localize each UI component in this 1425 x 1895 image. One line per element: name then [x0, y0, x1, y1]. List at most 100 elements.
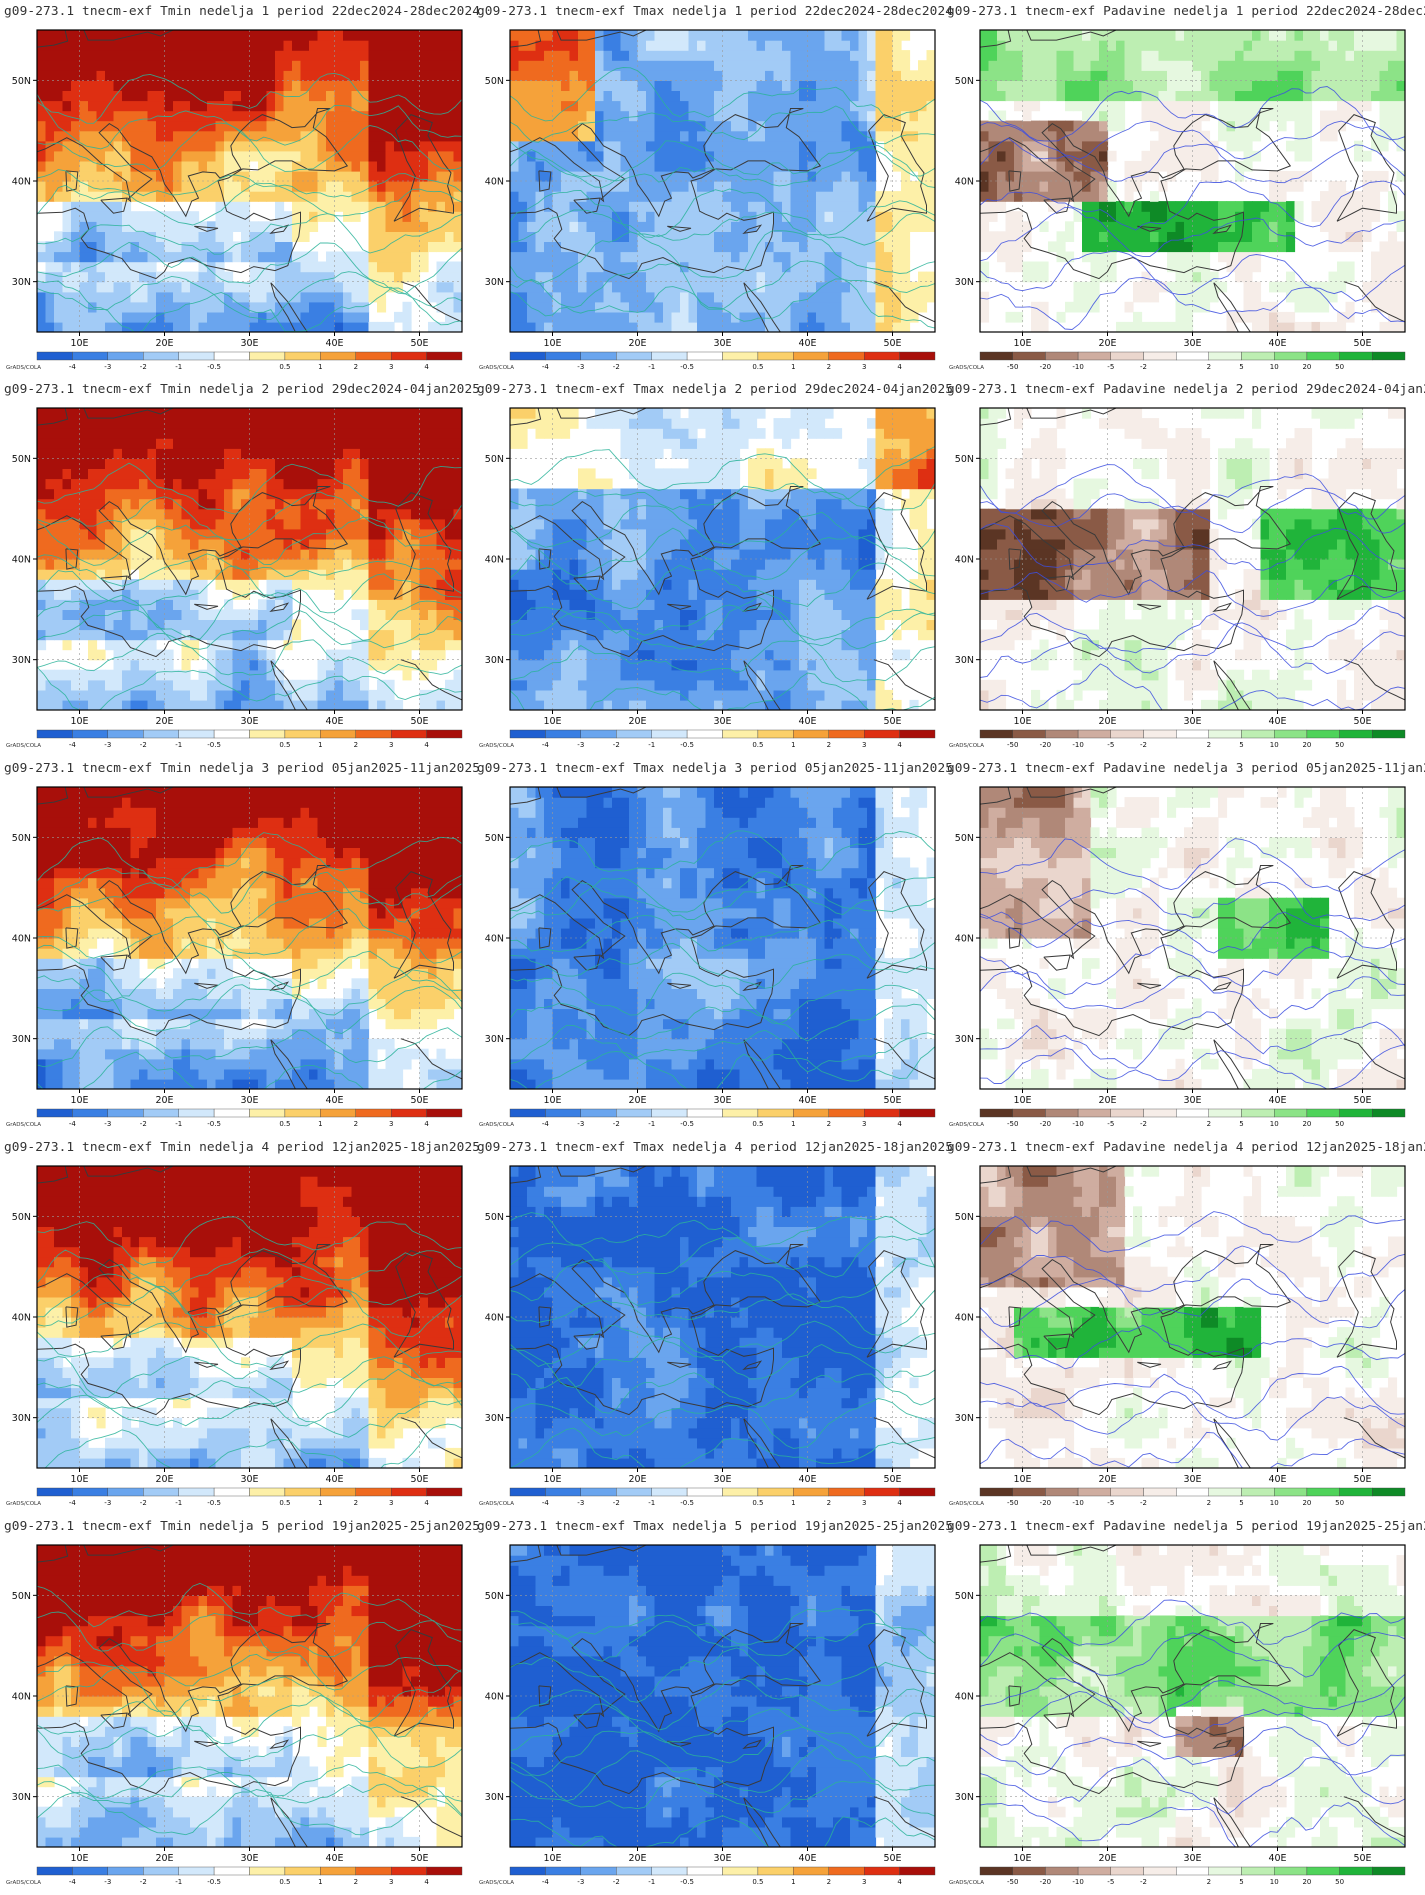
longitude-tick-label: 40E [325, 1474, 343, 1485]
colorbar-label: 0.5 [279, 1878, 290, 1886]
colorbar-label: -5 [1107, 363, 1114, 371]
colorbar-label: 3 [862, 1120, 866, 1128]
latitude-tick-label: 40N [12, 1692, 31, 1703]
colorbar-label: -3 [104, 1120, 111, 1128]
colorbar-label: 4 [424, 1120, 429, 1128]
longitude-tick-label: 20E [1098, 1474, 1116, 1485]
colorbar-label: 10 [1270, 363, 1279, 371]
latitude-tick-label: 40N [485, 555, 504, 566]
map-panel-precip-week-2: g09-273.1 tnecm-exf Padavine nedelja 2 p… [945, 378, 1425, 756]
longitude-tick-label: 20E [628, 338, 646, 349]
map-figure: 30N 40N 50N 10E 20E 30E 40E 50E -4 -3 -2 -1 -0.5 0.5 1… [6, 407, 463, 749]
longitude-tick-label: 10E [70, 716, 88, 727]
colorbar-label: 4 [424, 1499, 429, 1507]
longitude-tick-label: 30E [713, 1853, 731, 1864]
colorbar: -50 -20 -10 -5 -2 2 5 10 20 50 [979, 1866, 1406, 1886]
longitude-tick-label: 30E [1183, 716, 1201, 727]
colorbar-label: -2 [613, 1499, 620, 1507]
colorbar-label: -50 [1007, 1499, 1018, 1507]
longitude-tick-label: 30E [1183, 1095, 1201, 1106]
climatology-contours [37, 1216, 462, 1468]
colorbar: -4 -3 -2 -1 -0.5 0.5 1 2 3 4 [36, 1866, 463, 1886]
map-figure: 30N 40N 50N 10E 20E 30E 40E 50E -4 -3 -2 -1 -0.5 0.5 1… [479, 29, 936, 371]
map-figure: 30N 40N 50N 10E 20E 30E 40E 50E -50 -20 -10 -5 -2 2 5 1… [949, 786, 1406, 1128]
colorbar-label: 20 [1302, 1120, 1311, 1128]
colorbar-label: -4 [542, 741, 550, 749]
latitude-tick-label: 50N [485, 1591, 504, 1602]
colorbar: -4 -3 -2 -1 -0.5 0.5 1 2 3 4 [509, 1866, 936, 1886]
colorbar: -4 -3 -2 -1 -0.5 0.5 1 2 3 4 [509, 729, 936, 749]
grads-credit: GrADS/COLA [479, 365, 514, 371]
map-title: g09-273.1 tnecm-exf Tmax nedelja 5 perio… [477, 1519, 953, 1534]
climatology-contours [510, 446, 935, 710]
colorbar-label: -2 [140, 741, 147, 749]
colorbar-label: 0.5 [279, 1120, 290, 1128]
longitude-tick-label: 10E [1013, 1095, 1031, 1106]
grads-credit: GrADS/COLA [949, 1501, 984, 1507]
latitude-tick-label: 40N [485, 1313, 504, 1324]
colorbar: -50 -20 -10 -5 -2 2 5 10 20 50 [979, 729, 1406, 749]
colorbar-label: 1 [318, 1120, 322, 1128]
colorbar-label: -10 [1072, 1120, 1083, 1128]
colorbar-label: 4 [424, 1878, 429, 1886]
map-title: g09-273.1 tnecm-exf Tmax nedelja 4 perio… [477, 1140, 953, 1155]
longitude-tick-label: 40E [798, 338, 816, 349]
latitude-tick-label: 30N [955, 655, 974, 666]
colorbar-label: -2 [140, 363, 147, 371]
colorbar-label: 4 [424, 741, 429, 749]
colorbar-label: -3 [577, 1499, 584, 1507]
map-panel-tmin-week-4: g09-273.1 tnecm-exf Tmin nedelja 4 perio… [2, 1136, 480, 1514]
longitude-tick-label: 30E [240, 1853, 258, 1864]
climatology-contours [37, 462, 462, 710]
longitude-tick-label: 40E [325, 1853, 343, 1864]
colorbar-label: 20 [1302, 363, 1311, 371]
colorbar-label: -0.5 [680, 1499, 694, 1507]
longitude-tick-label: 40E [1268, 338, 1286, 349]
longitude-tick-label: 10E [70, 1474, 88, 1485]
longitude-tick-label: 10E [543, 1474, 561, 1485]
grads-credit: GrADS/COLA [6, 1122, 41, 1128]
latitude-tick-label: 50N [12, 454, 31, 465]
colorbar-label: -20 [1040, 741, 1051, 749]
map-title: g09-273.1 tnecm-exf Padavine nedelja 3 p… [947, 761, 1425, 776]
colorbar-label: 5 [1239, 1878, 1243, 1886]
colorbar-label: 0.5 [752, 1878, 763, 1886]
map-title: g09-273.1 tnecm-exf Padavine nedelja 4 p… [947, 1140, 1425, 1155]
coastlines [980, 408, 1405, 710]
colorbar-label: 1 [318, 1878, 322, 1886]
colorbar-label: -5 [1107, 741, 1114, 749]
colorbar-label: 5 [1239, 1120, 1243, 1128]
anomaly-field [37, 408, 462, 710]
map-figure: 30N 40N 50N 10E 20E 30E 40E 50E -50 -20 -10 -5 -2 2 5 1… [949, 29, 1406, 371]
climatology-contours [980, 1211, 1405, 1468]
coastlines [37, 1166, 462, 1468]
colorbar-label: 5 [1239, 741, 1243, 749]
longitude-tick-label: 20E [1098, 1853, 1116, 1864]
climatology-contours [980, 1599, 1405, 1847]
longitude-tick-label: 40E [798, 1095, 816, 1106]
map-panel-precip-week-3: g09-273.1 tnecm-exf Padavine nedelja 3 p… [945, 757, 1425, 1135]
colorbar: -50 -20 -10 -5 -2 2 5 10 20 50 [979, 351, 1406, 371]
colorbar-label: 10 [1270, 1878, 1279, 1886]
colorbar-label: 10 [1270, 1120, 1279, 1128]
longitude-tick-label: 40E [1268, 1474, 1286, 1485]
colorbar-label: 1 [318, 741, 322, 749]
grads-credit: GrADS/COLA [949, 1122, 984, 1128]
map-figure: 30N 40N 50N 10E 20E 30E 40E 50E -50 -20 -10 -5 -2 2 5 1… [949, 1165, 1406, 1507]
colorbar-label: -4 [69, 1878, 77, 1886]
colorbar: -4 -3 -2 -1 -0.5 0.5 1 2 3 4 [509, 351, 936, 371]
latitude-tick-label: 40N [485, 177, 504, 188]
colorbar-label: -1 [175, 1878, 182, 1886]
colorbar-label: -1 [648, 363, 655, 371]
colorbar-label: -3 [104, 363, 111, 371]
latitude-tick-label: 50N [955, 76, 974, 87]
colorbar-label: 1 [791, 1878, 795, 1886]
map-title: g09-273.1 tnecm-exf Tmax nedelja 2 perio… [477, 382, 953, 397]
colorbar-label: 50 [1335, 741, 1344, 749]
colorbar-label: 1 [791, 1120, 795, 1128]
colorbar-label: 0.5 [752, 363, 763, 371]
climatology-contours [510, 830, 935, 1089]
latitude-tick-label: 50N [12, 1212, 31, 1223]
coastlines [510, 1166, 935, 1468]
colorbar-label: 2 [827, 741, 831, 749]
